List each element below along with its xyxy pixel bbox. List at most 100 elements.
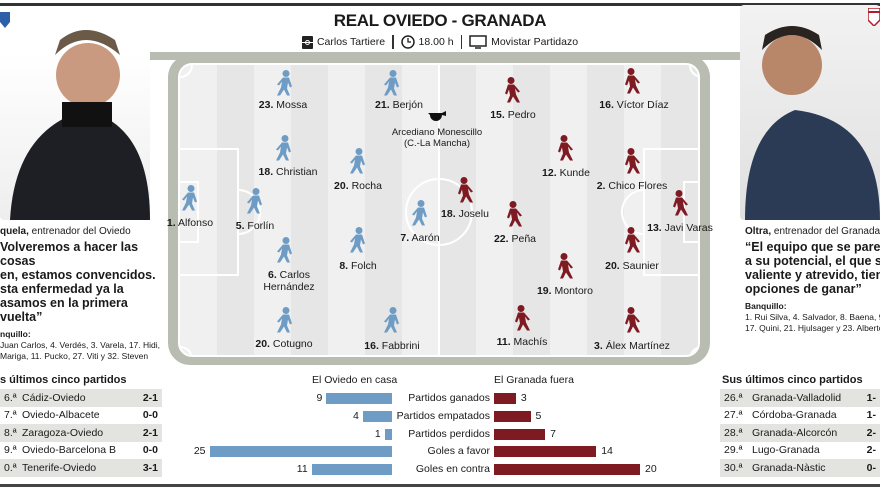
oviedo-bar bbox=[209, 446, 392, 457]
oviedo-coach-quote: Volveremos a hacer las cosas en, estamos … bbox=[0, 240, 156, 324]
result-row: 30.ª Granada-Nàstic 0- bbox=[720, 459, 880, 477]
player-icon bbox=[273, 135, 295, 166]
oviedo-last5-table: 6.ª Cádiz-Oviedo 2-1 7.ª Oviedo-Albacete 0-0 8… bbox=[0, 389, 162, 477]
oviedo-value: 11 bbox=[296, 463, 308, 475]
granada-coach-block: Oltra, entrenador del Granada “El equipo… bbox=[745, 226, 880, 334]
oviedo-player: 5. Forlín bbox=[235, 220, 275, 232]
oviedo-bar bbox=[326, 393, 392, 404]
referee: Arcediano Monescillo (C.-La Mancha) bbox=[385, 110, 489, 149]
granada-value: 20 bbox=[645, 463, 657, 475]
result-row: 26.ª Granada-Valladolid 1- bbox=[720, 389, 880, 407]
player-icon bbox=[409, 200, 431, 231]
stadium-name: Carlos Tartiere bbox=[316, 36, 386, 48]
stat-category: Goles a favor bbox=[392, 445, 490, 457]
oviedo-player: 20. Rocha bbox=[334, 180, 382, 192]
result-row: 27.ª Córdoba-Granada 1- bbox=[724, 409, 876, 422]
granada-player: 12. Kunde bbox=[542, 167, 590, 179]
result-row: 6.ª Cádiz-Oviedo 2-1 bbox=[0, 389, 162, 407]
match-title: REAL OVIEDO - GRANADA bbox=[333, 11, 547, 30]
oviedo-value: 25 bbox=[193, 445, 206, 457]
oviedo-coach-caption: quela, entrenador del Oviedo bbox=[0, 226, 131, 237]
player-icon bbox=[621, 307, 643, 338]
player-icon bbox=[554, 135, 576, 166]
stat-category: Goles en contra bbox=[392, 463, 490, 475]
granada-coach-caption: Oltra, entrenador del Granada bbox=[745, 226, 880, 237]
granada-player: 18. Joselu bbox=[441, 208, 489, 220]
oviedo-value: 1 bbox=[374, 428, 381, 440]
player-icon bbox=[621, 148, 643, 179]
oviedo-bar bbox=[311, 464, 392, 475]
player-icon bbox=[244, 188, 266, 219]
granada-player: 20. Saunier bbox=[605, 260, 659, 272]
stat-category: Partidos empatados bbox=[392, 410, 490, 422]
match-info: Carlos Tartiere 18.00 h Movistar Partida… bbox=[0, 35, 880, 49]
oviedo-crest-icon bbox=[0, 12, 10, 28]
granada-player: 22. Peña bbox=[493, 233, 537, 245]
player-icon bbox=[274, 237, 296, 268]
granada-value: 7 bbox=[550, 428, 556, 440]
oviedo-home-title: El Oviedo en casa bbox=[312, 374, 398, 386]
result-row: 8.ª Zaragoza-Oviedo 2-1 bbox=[0, 424, 162, 442]
player-icon bbox=[501, 77, 523, 108]
player-icon bbox=[274, 307, 296, 338]
granada-value: 5 bbox=[535, 410, 542, 422]
top-rule bbox=[0, 3, 880, 6]
granada-player: 3. Álex Martínez bbox=[594, 340, 670, 352]
referee-name: Arcediano Monescillo bbox=[391, 127, 483, 138]
player-icon bbox=[503, 201, 525, 232]
oviedo-player: 1. Alfonso bbox=[166, 217, 214, 229]
bottom-rule bbox=[0, 484, 880, 487]
result-row: 0.ª Tenerife-Oviedo 3-1 bbox=[0, 459, 162, 477]
granada-value: 14 bbox=[601, 445, 613, 457]
referee-region: (C.-La Mancha) bbox=[404, 138, 470, 149]
oviedo-coach-photo bbox=[0, 10, 150, 220]
granada-bench: Banquillo: 1. Rui Silva, 4. Salvador, 8. … bbox=[745, 301, 880, 333]
granada-away-title: El Granada fuera bbox=[494, 374, 574, 386]
result-row: 28.ª Granada-Alcorcón 2- bbox=[720, 424, 880, 442]
oviedo-bar bbox=[384, 429, 392, 440]
player-icon bbox=[381, 70, 403, 101]
granada-last5-table: 26.ª Granada-Valladolid 1- 27.ª Córdoba-Gran… bbox=[720, 389, 880, 477]
oviedo-player: 18. Christian bbox=[258, 166, 318, 178]
oviedo-player: 8. Folch bbox=[339, 260, 377, 272]
result-row: 29.ª Lugo-Granada 2- bbox=[724, 444, 876, 457]
oviedo-player: 20. Cotugno bbox=[255, 338, 313, 350]
player-icon bbox=[381, 307, 403, 338]
player-icon bbox=[347, 148, 369, 179]
granada-bar bbox=[494, 411, 531, 422]
whistle-icon bbox=[428, 111, 446, 121]
result-row: 7.ª Oviedo-Albacete 0-0 bbox=[4, 409, 158, 422]
player-icon bbox=[454, 177, 476, 208]
granada-crest-icon bbox=[868, 8, 880, 26]
oviedo-last5-title: s últimos cinco partidos bbox=[0, 374, 127, 386]
granada-bar bbox=[494, 464, 640, 475]
player-icon bbox=[511, 305, 533, 336]
player-icon bbox=[274, 70, 296, 101]
granada-player: 13. Javi Varas bbox=[647, 222, 713, 234]
match-time: 18.00 h bbox=[418, 36, 454, 48]
granada-last5-title: Sus últimos cinco partidos bbox=[722, 374, 863, 386]
granada-player: 19. Montoro bbox=[536, 285, 594, 297]
oviedo-value: 4 bbox=[352, 410, 359, 422]
granada-value: 3 bbox=[520, 392, 527, 404]
pitch bbox=[178, 63, 700, 357]
result-row: 9.ª Oviedo-Barcelona B 0-0 bbox=[4, 444, 158, 457]
stat-category: Partidos perdidos bbox=[392, 428, 490, 440]
granada-bar bbox=[494, 393, 516, 404]
player-icon bbox=[179, 185, 201, 216]
granada-bar bbox=[494, 446, 597, 457]
granada-coach-photo bbox=[740, 5, 880, 220]
stadium-icon bbox=[301, 35, 313, 49]
tv-channel: Movistar Partidazo bbox=[491, 36, 579, 48]
oviedo-player: 21. Berjón bbox=[375, 99, 423, 111]
oviedo-player: 6. Carlos Hernández bbox=[263, 269, 315, 293]
granada-player: 15. Pedro bbox=[490, 109, 536, 121]
oviedo-coach-block: quela, entrenador del Oviedo Volveremos … bbox=[0, 226, 160, 362]
granada-player: 2. Chico Flores bbox=[596, 180, 668, 192]
player-icon bbox=[669, 190, 691, 221]
oviedo-player: 16. Fabbrini bbox=[364, 340, 420, 352]
oviedo-player: 23. Mossa bbox=[258, 99, 308, 111]
player-icon bbox=[621, 227, 643, 258]
oviedo-value: 9 bbox=[316, 392, 323, 404]
player-icon bbox=[347, 227, 369, 258]
